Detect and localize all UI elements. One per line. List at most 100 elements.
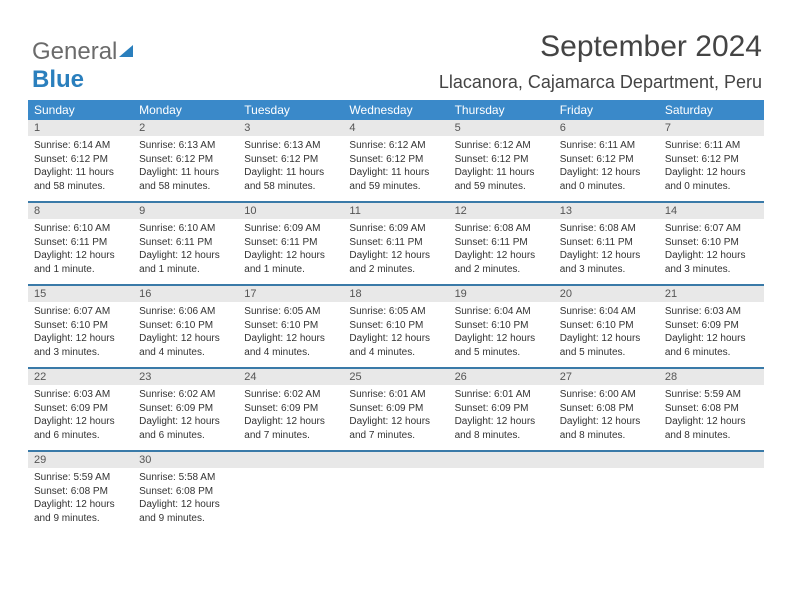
sunrise-text: Sunrise: 6:11 AM bbox=[560, 139, 653, 153]
day-number: 24 bbox=[238, 369, 343, 385]
day-cell: Sunrise: 5:59 AMSunset: 6:08 PMDaylight:… bbox=[28, 468, 133, 533]
day-number: 20 bbox=[554, 286, 659, 302]
day-number: 16 bbox=[133, 286, 238, 302]
logo-triangle-icon bbox=[119, 45, 133, 57]
sunrise-text: Sunrise: 6:00 AM bbox=[560, 388, 653, 402]
daynum-row: 1234567 bbox=[28, 120, 764, 136]
sunset-text: Sunset: 6:12 PM bbox=[349, 153, 442, 167]
sunrise-text: Sunrise: 6:03 AM bbox=[34, 388, 127, 402]
daylight-text: Daylight: 11 hours and 59 minutes. bbox=[349, 166, 442, 193]
day-cell: Sunrise: 6:05 AMSunset: 6:10 PMDaylight:… bbox=[238, 302, 343, 367]
sunrise-text: Sunrise: 5:58 AM bbox=[139, 471, 232, 485]
day-cell: Sunrise: 6:09 AMSunset: 6:11 PMDaylight:… bbox=[343, 219, 448, 284]
day-number: 22 bbox=[28, 369, 133, 385]
sunrise-text: Sunrise: 6:03 AM bbox=[665, 305, 758, 319]
daylight-text: Daylight: 12 hours and 1 minute. bbox=[139, 249, 232, 276]
day-cell: Sunrise: 5:59 AMSunset: 6:08 PMDaylight:… bbox=[659, 385, 764, 450]
sunset-text: Sunset: 6:11 PM bbox=[34, 236, 127, 250]
sunset-text: Sunset: 6:10 PM bbox=[560, 319, 653, 333]
daynum-row: 22232425262728 bbox=[28, 369, 764, 385]
daynum-row: 2930 bbox=[28, 452, 764, 468]
daylight-text: Daylight: 12 hours and 6 minutes. bbox=[139, 415, 232, 442]
sunset-text: Sunset: 6:12 PM bbox=[665, 153, 758, 167]
day-header-sat: Saturday bbox=[659, 100, 764, 120]
day-number: 15 bbox=[28, 286, 133, 302]
day-cell: Sunrise: 6:10 AMSunset: 6:11 PMDaylight:… bbox=[28, 219, 133, 284]
daylight-text: Daylight: 12 hours and 5 minutes. bbox=[560, 332, 653, 359]
sunrise-text: Sunrise: 6:13 AM bbox=[244, 139, 337, 153]
sunset-text: Sunset: 6:12 PM bbox=[139, 153, 232, 167]
sunset-text: Sunset: 6:10 PM bbox=[665, 236, 758, 250]
day-cell: Sunrise: 6:08 AMSunset: 6:11 PMDaylight:… bbox=[449, 219, 554, 284]
day-header-row: Sunday Monday Tuesday Wednesday Thursday… bbox=[28, 100, 764, 120]
sunrise-text: Sunrise: 6:12 AM bbox=[349, 139, 442, 153]
sunset-text: Sunset: 6:08 PM bbox=[665, 402, 758, 416]
daylight-text: Daylight: 12 hours and 3 minutes. bbox=[665, 249, 758, 276]
logo: General Blue bbox=[32, 38, 133, 94]
day-number: 9 bbox=[133, 203, 238, 219]
sunrise-text: Sunrise: 6:07 AM bbox=[34, 305, 127, 319]
day-cell: Sunrise: 6:13 AMSunset: 6:12 PMDaylight:… bbox=[133, 136, 238, 201]
day-cell: Sunrise: 6:07 AMSunset: 6:10 PMDaylight:… bbox=[28, 302, 133, 367]
daylight-text: Daylight: 12 hours and 3 minutes. bbox=[34, 332, 127, 359]
daylight-text: Daylight: 12 hours and 7 minutes. bbox=[349, 415, 442, 442]
sunset-text: Sunset: 6:10 PM bbox=[455, 319, 548, 333]
day-number: 6 bbox=[554, 120, 659, 136]
daynum-row: 15161718192021 bbox=[28, 286, 764, 302]
sunset-text: Sunset: 6:10 PM bbox=[349, 319, 442, 333]
day-cell: Sunrise: 6:09 AMSunset: 6:11 PMDaylight:… bbox=[238, 219, 343, 284]
day-cell: Sunrise: 6:06 AMSunset: 6:10 PMDaylight:… bbox=[133, 302, 238, 367]
day-number: 19 bbox=[449, 286, 554, 302]
week-row: Sunrise: 5:59 AMSunset: 6:08 PMDaylight:… bbox=[28, 468, 764, 533]
day-number: 10 bbox=[238, 203, 343, 219]
sunset-text: Sunset: 6:09 PM bbox=[665, 319, 758, 333]
sunrise-text: Sunrise: 6:01 AM bbox=[455, 388, 548, 402]
day-number: 30 bbox=[133, 452, 238, 468]
sunrise-text: Sunrise: 6:10 AM bbox=[34, 222, 127, 236]
daylight-text: Daylight: 12 hours and 4 minutes. bbox=[139, 332, 232, 359]
daylight-text: Daylight: 12 hours and 4 minutes. bbox=[349, 332, 442, 359]
sunset-text: Sunset: 6:08 PM bbox=[139, 485, 232, 499]
day-header-wed: Wednesday bbox=[343, 100, 448, 120]
daylight-text: Daylight: 12 hours and 1 minute. bbox=[244, 249, 337, 276]
daylight-text: Daylight: 12 hours and 8 minutes. bbox=[560, 415, 653, 442]
day-cell: Sunrise: 6:05 AMSunset: 6:10 PMDaylight:… bbox=[343, 302, 448, 367]
day-number: 21 bbox=[659, 286, 764, 302]
sunset-text: Sunset: 6:12 PM bbox=[244, 153, 337, 167]
sunrise-text: Sunrise: 6:11 AM bbox=[665, 139, 758, 153]
day-header-sun: Sunday bbox=[28, 100, 133, 120]
daylight-text: Daylight: 12 hours and 4 minutes. bbox=[244, 332, 337, 359]
sunrise-text: Sunrise: 6:02 AM bbox=[244, 388, 337, 402]
sunset-text: Sunset: 6:11 PM bbox=[560, 236, 653, 250]
day-number: 23 bbox=[133, 369, 238, 385]
day-cell: Sunrise: 6:03 AMSunset: 6:09 PMDaylight:… bbox=[659, 302, 764, 367]
day-cell: Sunrise: 6:11 AMSunset: 6:12 PMDaylight:… bbox=[659, 136, 764, 201]
logo-text-2: Blue bbox=[32, 66, 84, 93]
day-number: 26 bbox=[449, 369, 554, 385]
week-row: Sunrise: 6:14 AMSunset: 6:12 PMDaylight:… bbox=[28, 136, 764, 203]
day-number: 28 bbox=[659, 369, 764, 385]
day-cell: Sunrise: 6:02 AMSunset: 6:09 PMDaylight:… bbox=[238, 385, 343, 450]
sunset-text: Sunset: 6:11 PM bbox=[139, 236, 232, 250]
sunset-text: Sunset: 6:10 PM bbox=[139, 319, 232, 333]
sunset-text: Sunset: 6:12 PM bbox=[560, 153, 653, 167]
sunrise-text: Sunrise: 6:09 AM bbox=[244, 222, 337, 236]
day-number: 4 bbox=[343, 120, 448, 136]
day-cell: Sunrise: 6:02 AMSunset: 6:09 PMDaylight:… bbox=[133, 385, 238, 450]
sunset-text: Sunset: 6:11 PM bbox=[455, 236, 548, 250]
day-cell: Sunrise: 6:01 AMSunset: 6:09 PMDaylight:… bbox=[449, 385, 554, 450]
day-number: 7 bbox=[659, 120, 764, 136]
sunrise-text: Sunrise: 6:04 AM bbox=[560, 305, 653, 319]
daylight-text: Daylight: 11 hours and 58 minutes. bbox=[34, 166, 127, 193]
day-header-tue: Tuesday bbox=[238, 100, 343, 120]
day-header-fri: Friday bbox=[554, 100, 659, 120]
daylight-text: Daylight: 12 hours and 5 minutes. bbox=[455, 332, 548, 359]
day-cell: Sunrise: 6:03 AMSunset: 6:09 PMDaylight:… bbox=[28, 385, 133, 450]
day-cell: Sunrise: 6:08 AMSunset: 6:11 PMDaylight:… bbox=[554, 219, 659, 284]
day-number: 27 bbox=[554, 369, 659, 385]
sunset-text: Sunset: 6:09 PM bbox=[244, 402, 337, 416]
day-header-thu: Thursday bbox=[449, 100, 554, 120]
sunset-text: Sunset: 6:09 PM bbox=[139, 402, 232, 416]
week-row: Sunrise: 6:03 AMSunset: 6:09 PMDaylight:… bbox=[28, 385, 764, 452]
sunset-text: Sunset: 6:12 PM bbox=[455, 153, 548, 167]
